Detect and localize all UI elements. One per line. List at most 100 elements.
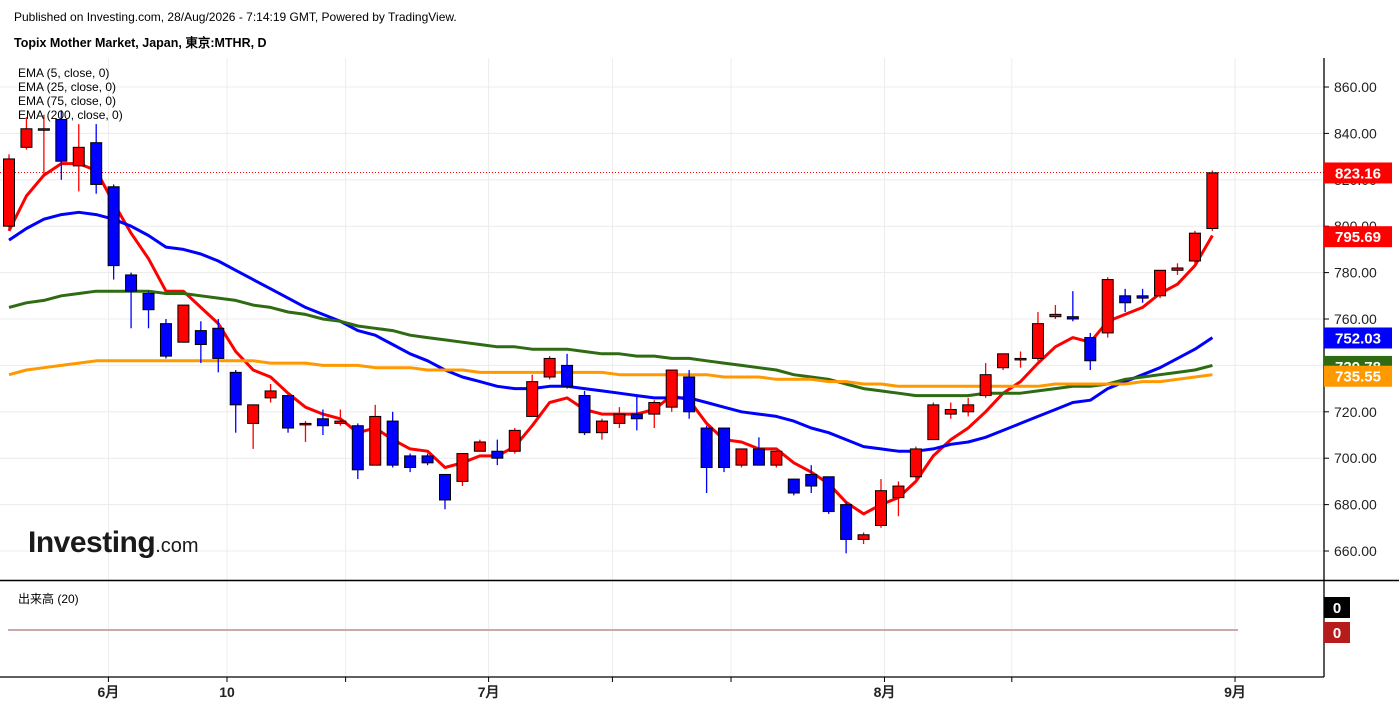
candle-body: [1171, 267, 1184, 271]
logo-suffix: .com: [155, 535, 199, 557]
legend-ema25[interactable]: EMA (25, close, 0): [18, 80, 117, 94]
symbol-title: Topix Mother Market, Japan, 東京:MTHR, D: [14, 36, 267, 50]
legend-ema5[interactable]: EMA (5, close, 0): [18, 66, 110, 80]
time-tick-label: 9月: [1224, 684, 1246, 700]
time-tick-label: 10: [219, 684, 235, 700]
price-badge-label: 823.16: [1335, 165, 1381, 182]
price-badge: [1324, 327, 1392, 349]
candle-body: [229, 371, 242, 406]
candle-body: [351, 425, 364, 471]
candle-body: [1136, 295, 1149, 299]
candle-body: [892, 485, 905, 499]
candle-body: [369, 415, 382, 466]
candle-body: [630, 413, 643, 420]
candle-body: [1188, 232, 1201, 262]
candle-body: [1119, 295, 1132, 304]
candle-body: [473, 441, 486, 452]
candle-body: [578, 395, 591, 434]
legend-ema75[interactable]: EMA (75, close, 0): [18, 94, 117, 108]
candle-body: [700, 427, 713, 468]
candle-body: [282, 395, 295, 429]
candle-body: [421, 455, 434, 464]
grid: [0, 58, 1324, 677]
ema-line-0: [7, 162, 1214, 516]
candle-body: [613, 413, 626, 424]
candle-body: [561, 364, 574, 387]
candle-body: [20, 128, 33, 148]
candle-body: [264, 390, 277, 399]
candle-body: [840, 504, 853, 540]
candle-body: [90, 142, 103, 185]
candle-body: [683, 376, 696, 413]
candle-body: [1014, 357, 1027, 361]
candle-body: [491, 450, 504, 459]
volume-badge-label: 0: [1333, 625, 1341, 642]
candle-body: [159, 323, 172, 357]
candle-body: [857, 534, 870, 540]
price-badge: [1324, 365, 1392, 387]
candle-body: [979, 374, 992, 397]
candle-body: [508, 429, 521, 452]
candle-body: [909, 448, 922, 478]
candle-body: [787, 478, 800, 494]
ema-line-1: [8, 210, 1214, 453]
candle-body: [718, 427, 731, 468]
investing-logo: Investing.com: [28, 526, 199, 560]
candle-body: [927, 404, 940, 441]
candle-body: [822, 476, 835, 513]
price-tick-label: 680.00: [1334, 497, 1377, 513]
candle-body: [665, 369, 678, 408]
candle-body: [526, 381, 539, 417]
candle-body: [595, 420, 608, 434]
volume-badge-label: 0: [1333, 600, 1341, 617]
legend-ema200[interactable]: EMA (200, close, 0): [18, 108, 123, 122]
price-badge: [1324, 226, 1392, 248]
candle-body: [962, 404, 975, 413]
price-tick-label: 660.00: [1334, 543, 1377, 559]
candle-body: [944, 408, 957, 415]
volume-badge: [1324, 597, 1350, 618]
candle-body: [299, 422, 312, 426]
volume-label: 出来高 (20): [18, 592, 79, 606]
candle-body: [1084, 337, 1097, 362]
candle-body: [386, 420, 399, 466]
ema-lines: [7, 162, 1214, 516]
candle-body: [648, 402, 661, 415]
candle-body: [1066, 316, 1079, 320]
price-tick-label: 780.00: [1334, 265, 1377, 281]
candle-body: [1206, 172, 1219, 230]
price-badge-label: 735.55: [1335, 369, 1381, 386]
candle-body: [37, 128, 50, 131]
published-note: Published on Investing.com, 28/Aug/2026 …: [14, 10, 457, 24]
candle-body: [72, 146, 85, 167]
indicator-legend: EMA (5, close, 0) EMA (25, close, 0) EMA…: [18, 66, 123, 122]
ema-line-2: [8, 289, 1213, 398]
candle-body: [456, 453, 469, 482]
candle-body: [1049, 313, 1062, 318]
candle-body: [3, 158, 15, 227]
candle-body: [805, 473, 818, 487]
candle-body: [735, 448, 748, 466]
candle-body: [997, 353, 1010, 369]
price-tick-label: 720.00: [1334, 404, 1377, 420]
candle-body: [55, 118, 68, 162]
candle-body: [439, 473, 451, 501]
candles: [0, 110, 1324, 631]
candle-body: [770, 450, 783, 466]
price-tick-label: 700.00: [1334, 450, 1377, 466]
logo-main: Investing: [28, 526, 156, 559]
candle-body: [212, 327, 225, 359]
candle-body: [194, 330, 207, 346]
price-tick-label: 840.00: [1334, 125, 1377, 141]
candle-body: [752, 448, 765, 466]
candle-body: [177, 304, 190, 343]
price-badge-label: 752.03: [1335, 330, 1381, 347]
candle-body: [316, 418, 329, 427]
ema-line-3: [8, 359, 1213, 388]
candle-body: [334, 420, 347, 424]
candle-body: [1101, 279, 1114, 334]
time-tick-label: 8月: [874, 684, 896, 700]
candle-body: [1031, 323, 1044, 359]
